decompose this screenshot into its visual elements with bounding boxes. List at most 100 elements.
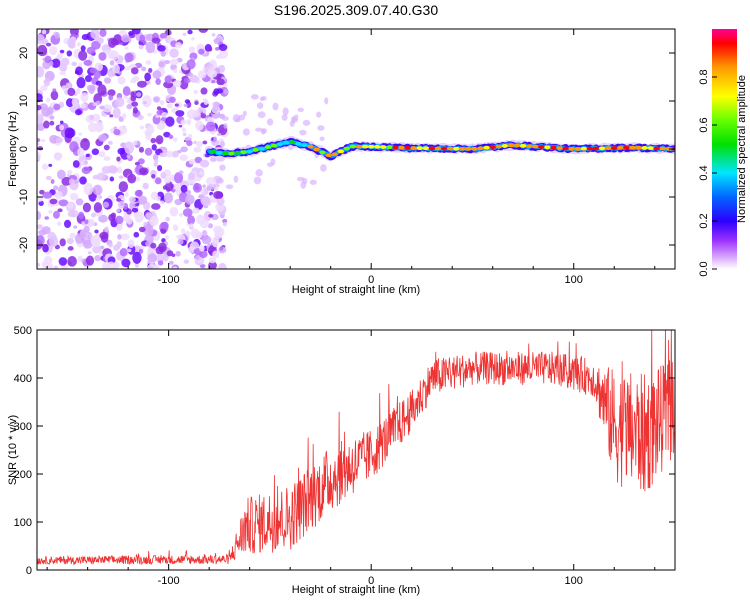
- noise-blob: [127, 239, 135, 249]
- noise-blob: [120, 233, 130, 241]
- noise-blob: [37, 93, 43, 103]
- noise-blob: [107, 89, 116, 97]
- spectrogram-xlabel: Height of straight line (km): [292, 284, 420, 296]
- noise-blob: [80, 45, 86, 52]
- noise-blob: [175, 250, 181, 257]
- noise-blob: [200, 87, 208, 95]
- noise-blob: [189, 223, 194, 228]
- noise-blob: [37, 114, 44, 124]
- noise-blob: [139, 167, 149, 176]
- noise-blob: [162, 185, 168, 190]
- noise-blob: [74, 233, 85, 244]
- noise-blob: [37, 152, 41, 161]
- signal-core: [228, 151, 235, 156]
- signal-core: [489, 145, 496, 149]
- noise-blob: [253, 176, 262, 185]
- noise-blob: [192, 182, 202, 193]
- noise-blob: [37, 234, 45, 246]
- noise-blob: [168, 134, 174, 140]
- signal-core: [665, 146, 673, 151]
- signal-core: [532, 144, 539, 149]
- noise-blob: [117, 147, 126, 155]
- noise-blob: [173, 172, 184, 184]
- noise-blob: [172, 224, 179, 231]
- signal-core: [331, 152, 338, 157]
- noise-blob: [84, 75, 92, 83]
- noise-blob: [108, 213, 116, 222]
- noise-blob: [56, 169, 66, 180]
- noise-blob: [164, 75, 173, 84]
- noise-blob: [91, 148, 100, 156]
- noise-blob: [61, 85, 67, 91]
- noise-blob: [300, 181, 307, 189]
- noise-blob: [78, 211, 85, 220]
- snr-panel: -100 0 100 0 100 200 300 400 500 Height of strai…: [7, 325, 676, 596]
- signal-core: [319, 150, 326, 155]
- signal-core: [416, 146, 423, 151]
- noise-blob: [86, 219, 96, 227]
- noise-blob: [80, 160, 89, 166]
- noise-blob: [158, 242, 167, 253]
- noise-blob: [169, 48, 179, 59]
- noise-blob: [207, 223, 214, 229]
- colorbar-ticks: 0.0 0.2 0.4 0.6 0.8: [698, 69, 717, 277]
- noise-blob: [131, 67, 139, 75]
- noise-blob: [100, 233, 109, 243]
- noise-blob: [80, 103, 87, 109]
- noise-blob: [261, 128, 268, 134]
- noise-blob: [49, 198, 58, 205]
- noise-blob: [174, 103, 179, 107]
- noise-blob: [159, 152, 164, 157]
- noise-blob: [191, 36, 195, 41]
- noise-blob: [316, 111, 322, 118]
- noise-blob: [45, 97, 51, 103]
- noise-blob: [55, 137, 64, 144]
- noise-blob: [138, 44, 144, 50]
- noise-blob: [208, 46, 213, 52]
- noise-blob: [151, 173, 156, 179]
- y-tick-label: 100: [14, 517, 32, 529]
- signal-core: [240, 150, 247, 155]
- noise-blob: [66, 237, 74, 245]
- noise-blob: [83, 59, 93, 66]
- noise-blob: [165, 116, 175, 127]
- noise-blob: [50, 179, 55, 184]
- figure-title: S196.2025.309.07.40.G30: [274, 2, 438, 18]
- noise-blob: [81, 166, 91, 175]
- noise-blob: [130, 91, 135, 98]
- noise-blob: [57, 208, 63, 213]
- spectrogram-heatmap: [37, 29, 675, 269]
- noise-blob: [172, 266, 178, 269]
- noise-blob: [96, 100, 101, 105]
- noise-blob: [53, 103, 61, 111]
- noise-blob: [103, 156, 111, 162]
- noise-blob: [188, 46, 196, 53]
- noise-blob: [161, 112, 168, 118]
- noise-blob: [98, 134, 108, 142]
- noise-blob: [136, 141, 141, 146]
- noise-blob: [118, 175, 124, 179]
- noise-blob: [97, 64, 103, 69]
- noise-blob: [138, 226, 146, 233]
- noise-blob: [145, 212, 153, 220]
- noise-blob: [156, 106, 162, 111]
- colorbar-tick-label: 0.0: [698, 261, 710, 276]
- noise-blob: [193, 140, 197, 145]
- noise-blob: [87, 251, 92, 255]
- x-tick-label: 100: [565, 575, 583, 587]
- snr-series-line: [37, 330, 675, 566]
- noise-blob: [92, 184, 103, 196]
- noise-blob: [94, 36, 102, 42]
- noise-blob: [37, 110, 41, 116]
- noise-blob: [324, 97, 329, 105]
- noise-blob: [94, 229, 99, 234]
- noise-blob: [186, 140, 193, 147]
- noise-blob: [203, 62, 213, 70]
- noise-blob: [223, 89, 228, 95]
- noise-blob: [126, 99, 131, 104]
- signal-core: [258, 146, 266, 151]
- noise-blob: [109, 176, 115, 182]
- noise-blob: [43, 78, 51, 87]
- noise-blob: [320, 164, 327, 172]
- noise-blob: [118, 181, 129, 193]
